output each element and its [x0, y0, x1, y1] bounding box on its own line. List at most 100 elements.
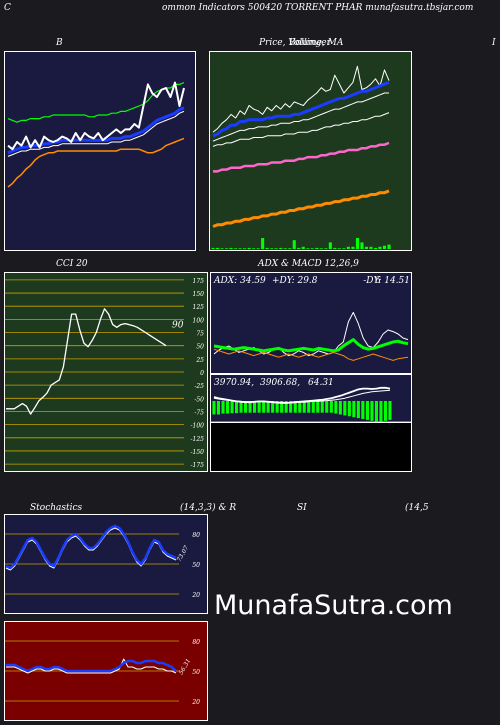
volume-bar	[319, 248, 323, 249]
volume-bar	[283, 248, 287, 249]
macd-histogram-bar	[338, 401, 342, 415]
bollinger-line-2	[7, 110, 185, 157]
adx-value-label: ADX: 34.59	[213, 276, 266, 286]
macd-histogram-bar	[361, 401, 365, 419]
panel-frame	[210, 272, 412, 374]
bollinger-title: B	[56, 38, 63, 48]
macd-hist-label: 64.31	[308, 378, 334, 388]
plus-dy-label: +DY: 29.8	[272, 276, 318, 286]
bollinger-line-0	[7, 82, 185, 123]
volume-bar	[337, 248, 341, 249]
stoch-k-line	[5, 524, 177, 570]
macd-chart: 3970.94, 3906.68, 64.31	[210, 374, 412, 472]
volume-bar	[238, 248, 242, 249]
volume-bar	[301, 246, 305, 249]
cci-tick-label: 0	[200, 370, 204, 377]
macd-histogram-bar	[347, 401, 351, 417]
macd-histogram-bar	[253, 401, 257, 413]
macd-histogram-bar	[302, 401, 306, 413]
macd-histogram-bar	[374, 401, 378, 422]
macd-histogram-bar	[230, 401, 234, 414]
macd-histogram-bar	[284, 401, 288, 413]
macd-histogram-bar	[352, 401, 356, 418]
cci-tick-label: 150	[193, 291, 205, 298]
volume-bar	[279, 247, 283, 249]
right-edge-title: I	[492, 38, 496, 48]
volume-bar	[225, 248, 229, 249]
cci-tick-label: 175	[193, 278, 205, 285]
cci-value-label: 90	[172, 321, 184, 331]
volume-bar	[360, 242, 364, 249]
volume-bar	[310, 248, 314, 249]
rsi-tick-label: 20	[191, 699, 200, 706]
macd-histogram-bar	[388, 401, 392, 420]
rsi-line	[6, 659, 177, 673]
macd-histogram-bar	[307, 401, 311, 413]
watermark: MunafaSutra.com	[214, 590, 453, 621]
adx-tail-label: 6	[375, 276, 381, 286]
bollinger-chart	[4, 51, 196, 251]
cci-chart: 175 150 125 100 75 50 25 0 -25 -50 -75 -100 -125 -150…	[4, 272, 208, 472]
volume-bar	[270, 248, 274, 249]
cci-tick-label: 75	[196, 331, 204, 338]
macd-histogram-bar	[271, 401, 275, 413]
volume-bar	[297, 247, 301, 249]
cci-tick-label: 100	[193, 317, 205, 324]
macd-histogram-bar	[226, 401, 230, 414]
volume-bar	[229, 247, 233, 249]
rsi-tick-label: 50	[192, 669, 200, 676]
cci-tick-label: -75	[194, 409, 204, 416]
stoch-tick-label: 20	[191, 592, 200, 599]
volume-bar	[243, 248, 247, 249]
volume-bar	[324, 248, 328, 249]
rsi-signal-line	[6, 658, 177, 674]
panel-frame	[209, 51, 412, 251]
volume-bar	[369, 246, 373, 249]
cci-tick-label: 125	[193, 304, 205, 311]
price-ma-overlap-title: Bollinger	[289, 38, 331, 48]
volume-bar	[292, 240, 296, 249]
cci-tick-label: -150	[191, 449, 205, 456]
cci-tick-label: -125	[191, 436, 205, 443]
stoch-tick-label: 50	[192, 562, 200, 569]
volume-bar	[387, 244, 391, 249]
macd-histogram-bar	[216, 401, 220, 415]
cci-title: CCI 20	[56, 259, 88, 269]
price-ma-line-2	[212, 92, 389, 142]
header-title: ommon Indicators 500420 TORRENT PHAR mun…	[162, 3, 474, 13]
bollinger-line-3	[7, 137, 185, 188]
rsi-title: SI	[297, 503, 307, 513]
volume-bar	[220, 248, 224, 249]
price-ma-title: Price, Volume, MA	[259, 38, 344, 48]
cci-tick-label: 25	[195, 357, 204, 364]
macd-histogram-bar	[370, 401, 374, 421]
volume-bar	[378, 246, 382, 249]
price-ma-line-4	[213, 141, 390, 173]
stoch-params-title: (14,3,3) & R	[180, 503, 237, 513]
macd-histogram-bar	[266, 401, 270, 413]
adx-macd-title: ADX & MACD 12,26,9	[258, 259, 359, 269]
macd-histogram-bar	[379, 401, 383, 422]
volume-bar	[342, 248, 346, 249]
macd-histogram-bar	[320, 401, 324, 413]
macd-histogram-bar	[239, 401, 243, 413]
macd-histogram-bar	[293, 401, 297, 413]
macd-value-label: 3970.94,	[214, 378, 254, 388]
macd-histogram-bar	[257, 401, 261, 413]
macd-histogram-bar	[343, 401, 347, 416]
adx-line	[213, 338, 409, 353]
macd-histogram-bar	[244, 401, 248, 413]
volume-bar	[364, 246, 368, 249]
macd-line	[213, 386, 391, 404]
macd-histogram-bar	[329, 401, 333, 413]
macd-histogram-bar	[262, 401, 266, 413]
macd-histogram-bar	[298, 401, 302, 413]
macd-histogram-bar	[383, 401, 387, 421]
volume-bar	[382, 245, 386, 249]
macd-histogram-bar	[316, 401, 320, 413]
volume-bar	[355, 238, 359, 249]
volume-bar	[211, 247, 215, 249]
stochastics-title: Stochastics	[30, 503, 83, 513]
cci-tick-label: -50	[194, 396, 204, 403]
